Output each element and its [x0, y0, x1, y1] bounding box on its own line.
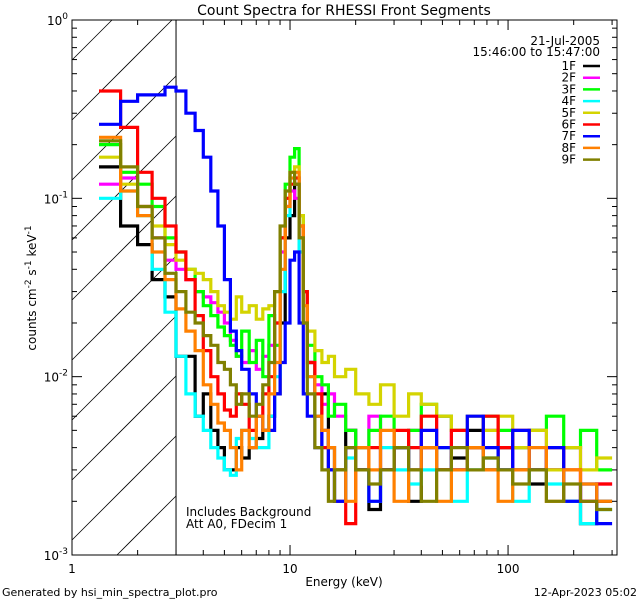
hatch-line [71, 375, 177, 481]
y-tick-label: 10-2 [44, 369, 68, 385]
legend-date: 21-Jul-2005 [530, 34, 600, 48]
hatch-line [71, 255, 177, 361]
hatch-line [116, 495, 177, 556]
hatch-line [71, 435, 177, 541]
chart-title: Count Spectra for RHESSI Front Segments [197, 3, 491, 19]
hatch-line [71, 315, 177, 421]
x-axis-label: Energy (keV) [305, 575, 382, 589]
legend-label-2F: 2F [561, 71, 576, 85]
y-tick-label: 10-1 [44, 190, 68, 206]
generated-by: Generated by hsi_min_spectra_plot.pro [2, 586, 218, 599]
x-tick-label: 10 [282, 562, 297, 576]
y-axis-label: counts cm-2 s-1 keV-1 [24, 225, 39, 350]
legend-label-4F: 4F [561, 94, 576, 108]
hatch-line [71, 195, 177, 301]
legend-time-range: 15:46:00 to 15:47:00 [473, 45, 600, 59]
legend-label-1F: 1F [561, 59, 576, 73]
series-line-9F [99, 139, 613, 512]
x-tick-label: 100 [497, 562, 520, 576]
plot-frame [71, 19, 618, 556]
legend-label-5F: 5F [561, 106, 576, 120]
legend-label-8F: 8F [561, 141, 576, 155]
y-tick-label: 100 [47, 12, 68, 28]
x-tick-label: 1 [68, 562, 76, 576]
hatch-line [71, 19, 173, 121]
series-line-7F [99, 85, 613, 526]
legend-label-9F: 9F [561, 153, 576, 167]
annotation-attenuator: Att A0, FDecim 1 [186, 517, 287, 531]
hatch-line [71, 19, 113, 61]
y-tick-label: 10-3 [44, 547, 68, 563]
footer-timestamp: 12-Apr-2023 05:02 [534, 586, 637, 599]
shaded-region [71, 19, 177, 556]
annotation-background: Includes Background [186, 505, 311, 519]
legend-label-7F: 7F [561, 129, 576, 143]
legend-label-6F: 6F [561, 118, 576, 132]
series-line-8F [99, 135, 613, 503]
hatch-line [71, 135, 177, 241]
legend-label-3F: 3F [561, 82, 576, 96]
